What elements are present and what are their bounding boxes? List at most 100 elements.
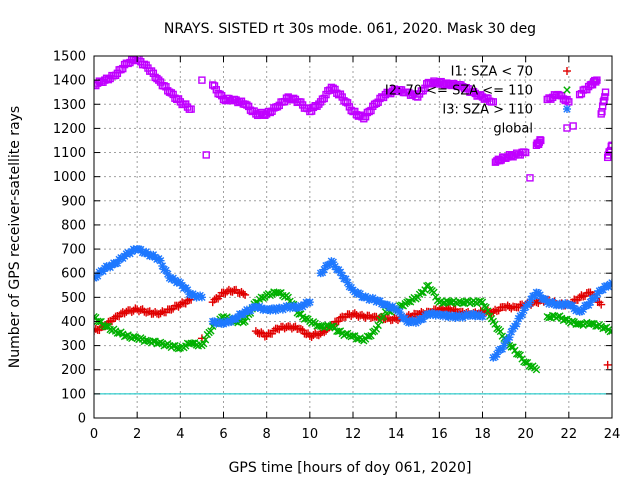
data-point <box>521 148 530 157</box>
data-point-fill <box>178 298 187 307</box>
y-tick-label: 1000 <box>53 170 86 185</box>
legend-label: global <box>493 122 533 137</box>
data-point <box>284 293 292 302</box>
data-point <box>478 298 487 306</box>
y-tick-label: 1100 <box>53 146 86 161</box>
y-tick-label: 800 <box>61 218 86 233</box>
data-point-fill <box>201 336 210 344</box>
data-point <box>241 290 250 299</box>
data-point <box>197 293 206 302</box>
x-tick-label: 10 <box>302 427 319 442</box>
data-point-fill <box>455 297 463 306</box>
data-point-fill <box>405 297 413 306</box>
x-tick-label: 18 <box>474 427 491 442</box>
data-point <box>489 98 497 106</box>
data-point-fill <box>430 288 438 297</box>
data-point-fill <box>275 289 283 297</box>
data-point-fill <box>606 327 612 336</box>
data-point-fill <box>320 328 329 337</box>
data-point-fill <box>393 316 402 325</box>
data-point-fill <box>601 324 609 332</box>
data-point-fill <box>172 301 181 310</box>
data-point <box>532 366 541 374</box>
data-point-fill <box>158 307 167 316</box>
legend-label: I1: SZA < 70 <box>451 65 533 80</box>
x-tick-label: 8 <box>263 427 271 442</box>
data-point-fill <box>207 327 215 335</box>
data-point-fill <box>607 142 612 151</box>
data-point-fill <box>487 309 496 318</box>
data-point-fill <box>439 299 447 308</box>
data-point-fill <box>484 307 492 315</box>
data-point-fill <box>496 327 505 336</box>
x-tick-label: 20 <box>517 427 534 442</box>
y-tick-label: 0 <box>78 412 86 427</box>
data-point <box>565 98 573 106</box>
data-point <box>187 105 195 113</box>
data-point-fill <box>94 324 100 333</box>
data-point <box>593 76 601 84</box>
data-point <box>219 288 228 297</box>
data-point-fill <box>459 299 467 307</box>
data-point-fill <box>534 140 543 148</box>
data-point-fill <box>142 308 151 317</box>
data-point-fill <box>482 303 490 312</box>
data-point <box>537 136 545 145</box>
data-point <box>478 312 487 321</box>
x-tick-label: 6 <box>219 427 227 442</box>
data-point-fill <box>507 304 516 313</box>
data-point <box>359 312 368 321</box>
x-axis-label: GPS time [hours of doy 061, 2020] <box>229 460 472 476</box>
y-tick-label: 500 <box>61 291 86 306</box>
data-point-fill <box>548 311 557 320</box>
data-point-fill <box>257 328 266 337</box>
legend-marker <box>563 67 571 75</box>
data-point-fill <box>545 313 553 322</box>
series-2 <box>94 281 612 374</box>
data-point <box>198 76 206 84</box>
data-point-fill <box>334 317 343 326</box>
data-point <box>608 327 612 335</box>
data-point-fill <box>577 291 586 300</box>
data-point-fill <box>189 339 197 347</box>
x-tick-label: 16 <box>431 427 448 442</box>
data-point-fill <box>342 330 350 338</box>
legend-marker <box>563 124 571 132</box>
data-point-fill <box>307 332 316 341</box>
series-layer <box>94 56 612 374</box>
data-point-fill <box>296 324 305 333</box>
y-tick-label: 1500 <box>53 50 86 65</box>
data-point-fill <box>302 330 311 339</box>
y-tick-label: 100 <box>61 387 86 402</box>
data-point-fill <box>334 327 343 336</box>
data-point-fill <box>169 342 177 350</box>
data-point <box>597 300 606 309</box>
y-tick-label: 200 <box>61 363 86 378</box>
data-point <box>586 298 595 307</box>
tick-layer: 0 2 4 6 8 10 12 14 16 18 20 22 240100200300400500600… <box>53 50 620 443</box>
data-point-fill <box>592 78 600 86</box>
data-point-fill <box>374 321 382 330</box>
y-tick-label: 1300 <box>53 98 86 113</box>
data-point-fill <box>514 350 523 359</box>
data-point-fill <box>210 295 219 304</box>
legend-label: I2: 70 <= SZA <= 110 <box>385 84 533 99</box>
data-point <box>349 310 357 319</box>
data-point-fill <box>314 331 323 340</box>
data-point-fill <box>601 93 609 101</box>
data-point <box>608 278 612 287</box>
data-point-fill <box>210 82 219 90</box>
data-point-fill <box>228 287 237 296</box>
data-point-fill <box>563 95 571 104</box>
data-point-fill <box>127 307 136 316</box>
data-point <box>94 81 98 89</box>
data-point <box>608 141 612 149</box>
data-point <box>202 151 210 159</box>
legend-label: I3: SZA > 110 <box>442 103 533 118</box>
x-tick-label: 4 <box>176 427 184 442</box>
y-tick-label: 400 <box>61 315 86 330</box>
data-point <box>94 327 98 336</box>
data-point-fill <box>167 305 176 314</box>
data-point-fill <box>606 146 612 155</box>
